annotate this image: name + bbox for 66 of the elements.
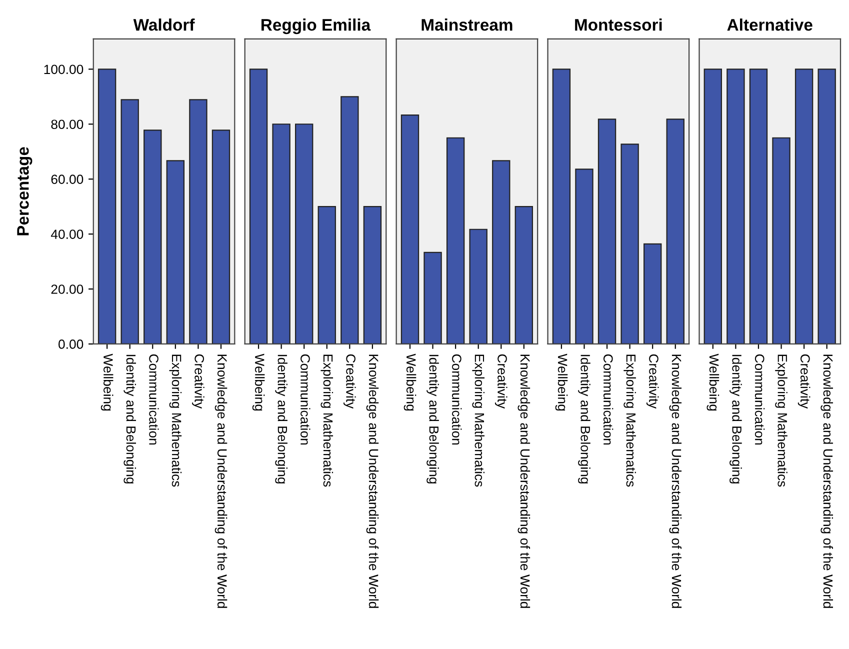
chart-title: Montessori xyxy=(575,18,662,31)
bar xyxy=(363,206,382,344)
x-tick-label: Wellbeing xyxy=(100,354,114,411)
bar xyxy=(272,124,290,344)
chart-title: Mainstream xyxy=(422,18,512,31)
bar xyxy=(166,160,185,344)
x-tick-label: Wellbeing xyxy=(404,354,416,411)
bar xyxy=(318,206,336,344)
y-tick-label: 80.00 xyxy=(51,120,84,130)
x-tick-label: Creativity xyxy=(494,354,508,409)
bar xyxy=(552,68,571,344)
bar xyxy=(469,228,488,344)
bar xyxy=(514,206,534,344)
y-axis-title: Percentage xyxy=(17,147,32,236)
x-tick-label: Knowledge and Understanding of the World xyxy=(366,354,379,608)
y-tick-label: 60.00 xyxy=(51,174,84,184)
chart-title: Alternative xyxy=(727,18,812,31)
x-tick-label: Knowledge and Understanding of the World xyxy=(214,354,228,608)
y-tick-label: 100.00 xyxy=(44,64,84,74)
x-tick-label: Knowledge and Understanding of the World xyxy=(518,354,530,608)
bar xyxy=(189,99,208,344)
bar xyxy=(249,68,268,344)
bar xyxy=(446,137,465,344)
x-tick-label: Identity and Belonging xyxy=(275,354,288,484)
x-tick-label: Wellbeing xyxy=(252,354,265,411)
x-tick-label: Wellbeing xyxy=(555,354,568,411)
x-tick-label: Communication xyxy=(603,354,614,444)
bar xyxy=(98,68,116,344)
x-tick-label: Communication xyxy=(300,354,310,444)
chart-title: Reggio Emilia xyxy=(262,18,371,34)
x-tick-label: Communication xyxy=(149,354,159,444)
y-tick-label: 20.00 xyxy=(51,284,84,294)
bar xyxy=(212,130,230,344)
x-tick-label: Creativity xyxy=(344,354,356,409)
bar xyxy=(598,118,616,344)
bar xyxy=(400,114,420,344)
bar xyxy=(424,252,442,344)
x-tick-label: Knowledge and Understanding of the World xyxy=(820,354,833,608)
x-tick-label: Identity and Belonging xyxy=(124,354,136,484)
x-tick-label: Creativity xyxy=(192,354,204,409)
x-tick-label: Identity and Belonging xyxy=(730,354,742,484)
y-tick-label: 40.00 xyxy=(50,230,84,239)
x-tick-label: Creativity xyxy=(798,354,810,409)
x-tick-label: Exploring Mathematics xyxy=(472,354,484,487)
x-tick-label: Creativity xyxy=(646,354,659,409)
bar xyxy=(144,130,162,344)
x-tick-label: Exploring Mathematics xyxy=(624,354,636,487)
x-tick-label: Identity and Belonging xyxy=(578,354,590,484)
x-tick-label: Knowledge and Understanding of the World xyxy=(669,354,682,608)
bar xyxy=(575,168,594,344)
x-tick-label: Exploring Mathematics xyxy=(775,354,788,487)
y-tick-label: 0.00 xyxy=(58,340,84,349)
x-tick-label: Communication xyxy=(754,354,765,444)
x-tick-label: Wellbeing xyxy=(706,354,720,411)
bar xyxy=(620,144,639,344)
bar xyxy=(340,96,359,344)
x-tick-label: Communication xyxy=(452,354,462,444)
x-tick-label: Identity and Belonging xyxy=(426,354,439,484)
bar xyxy=(643,243,662,344)
bar xyxy=(492,160,510,344)
bar xyxy=(120,99,139,344)
x-tick-label: Exploring Mathematics xyxy=(169,354,182,487)
bar xyxy=(666,118,684,344)
chart-title: Waldorf xyxy=(133,18,195,31)
bar xyxy=(294,124,314,344)
x-tick-label: Exploring Mathematics xyxy=(320,354,334,487)
